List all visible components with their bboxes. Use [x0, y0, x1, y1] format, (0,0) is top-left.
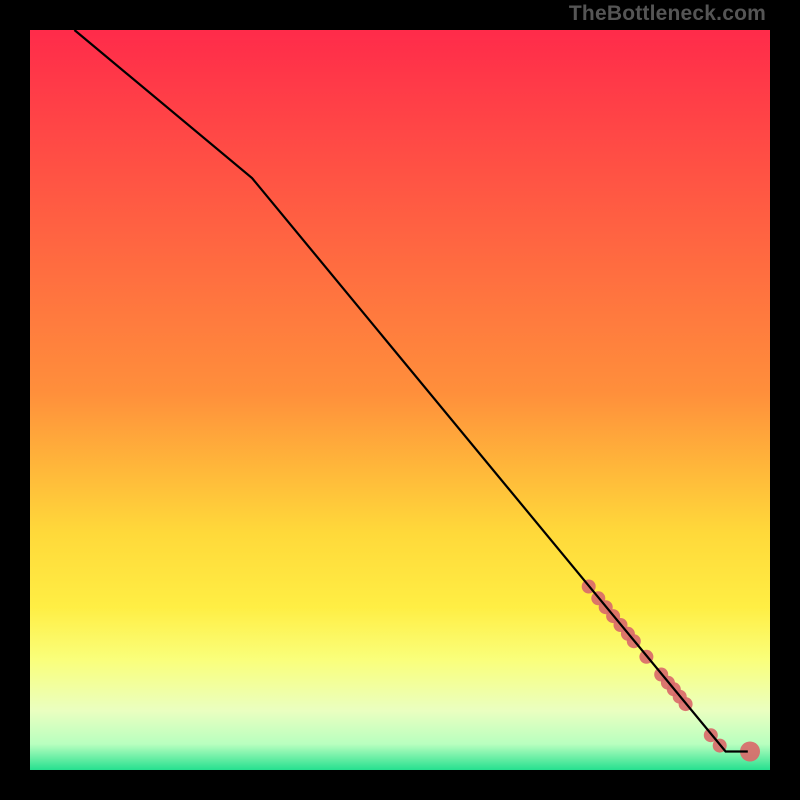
bottleneck-curve	[74, 30, 747, 752]
marker-layer	[582, 580, 760, 762]
watermark-source: TheBottleneck.com	[569, 2, 766, 26]
chart-overlay	[0, 0, 800, 800]
